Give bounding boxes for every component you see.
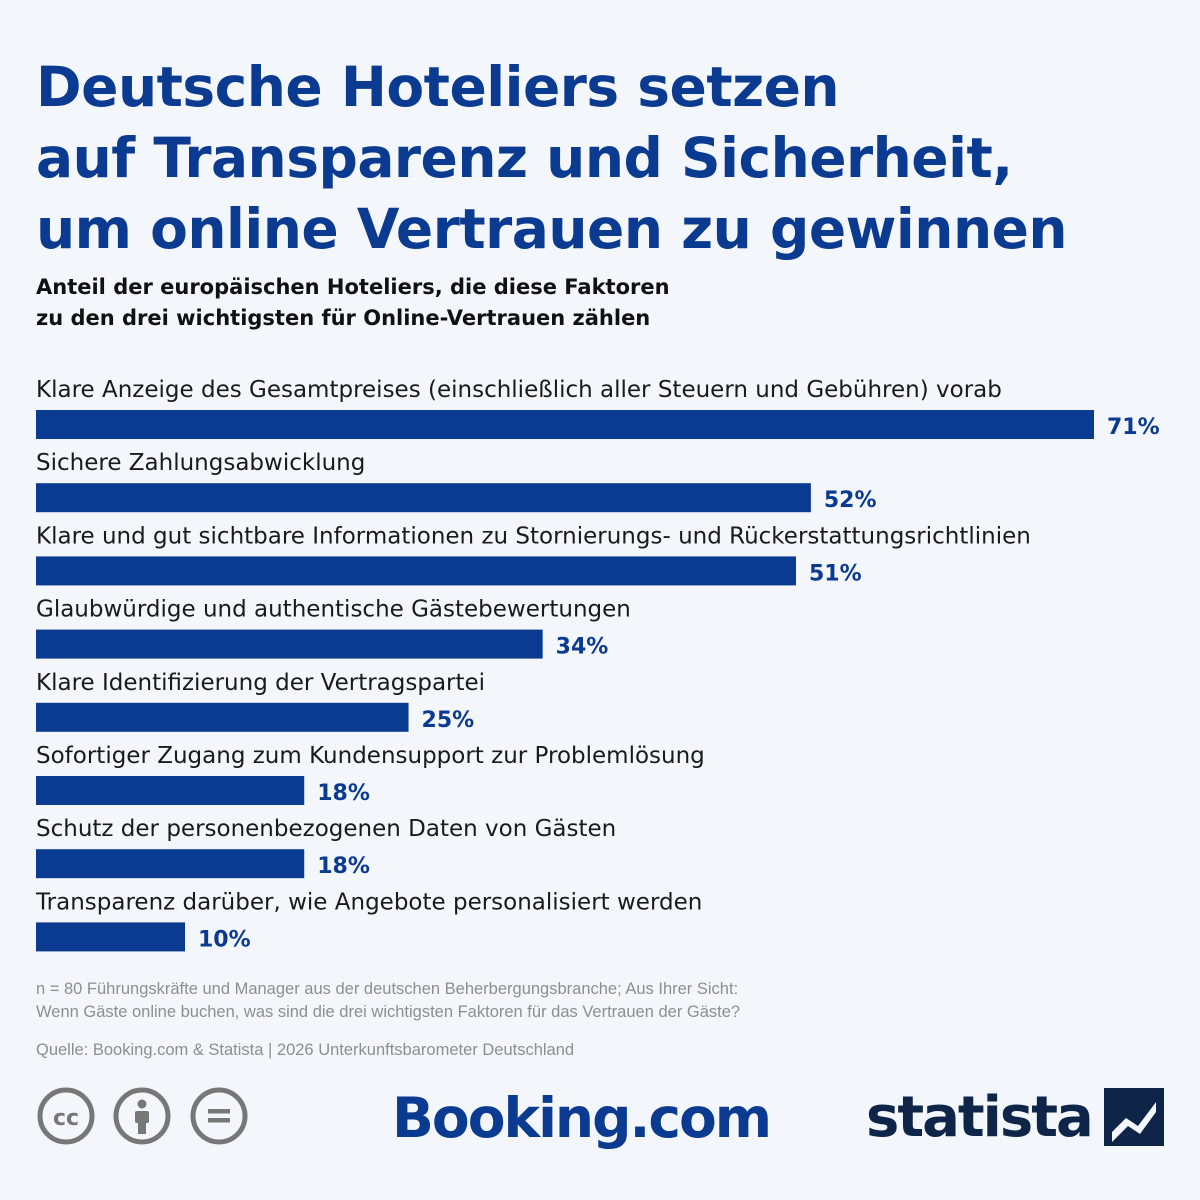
title-line: um online Vertrauen zu gewinnen <box>36 197 1068 261</box>
value-label: 51% <box>809 561 862 586</box>
title-line: Deutsche Hoteliers setzen <box>36 55 840 119</box>
bar <box>36 629 543 659</box>
value-label: 34% <box>556 635 609 660</box>
title-line: auf Transparenz und Sicherheit, <box>36 126 1013 190</box>
svg-text:cc: cc <box>53 1106 79 1131</box>
category-label: Transparenz darüber, wie Angebote person… <box>35 889 702 915</box>
source-text: Quelle: Booking.com & Statista | 2026 Un… <box>36 1041 575 1059</box>
chart-subtitle: Anteil der europäischen Hoteliers, die d… <box>36 272 936 334</box>
value-label: 52% <box>824 488 877 513</box>
no-derivatives-icon[interactable] <box>189 1086 249 1146</box>
category-label: Schutz der personenbezogenen Daten von G… <box>36 816 616 842</box>
bar <box>36 849 305 879</box>
category-label: Sichere Zahlungsabwicklung <box>36 450 365 476</box>
bar <box>36 556 796 586</box>
bar <box>36 776 305 805</box>
value-label: 18% <box>317 854 370 879</box>
category-label: Klare und gut sichtbare Informationen zu… <box>36 523 1031 549</box>
value-label: 25% <box>422 708 475 733</box>
category-label: Sofortiger Zugang zum Kundensupport zur … <box>36 743 705 769</box>
value-label: 18% <box>317 781 370 806</box>
survey-note: n = 80 Führungskräfte und Manager aus de… <box>36 978 936 1024</box>
category-label: Klare Identifizierung der Vertragspartei <box>36 670 485 696</box>
bar-chart: Klare Anzeige des Gesamtpreises (einschl… <box>35 377 1160 952</box>
note-line: n = 80 Führungskräfte und Manager aus de… <box>36 980 739 998</box>
booking-logo[interactable]: Booking.com <box>392 1086 772 1150</box>
creative-commons-icon[interactable]: cc <box>36 1086 96 1146</box>
bar <box>36 483 811 513</box>
subtitle-line: zu den drei wichtigsten für Online-Vertr… <box>36 306 651 330</box>
category-label: Glaubwürdige und authentische Gästebewer… <box>36 597 631 623</box>
value-label: 10% <box>198 927 251 952</box>
value-label: 71% <box>1107 415 1160 440</box>
statista-logo[interactable]: statista <box>866 1085 1094 1150</box>
chart-title: Deutsche Hoteliers setzen auf Transparen… <box>36 52 1156 265</box>
statista-logo-icon <box>1104 1088 1164 1146</box>
note-line: Wenn Gäste online buchen, was sind die d… <box>36 1003 741 1021</box>
subtitle-line: Anteil der europäischen Hoteliers, die d… <box>36 275 670 299</box>
bar <box>36 922 186 952</box>
attribution-icon[interactable] <box>112 1086 172 1146</box>
bar <box>36 410 1094 439</box>
category-label: Klare Anzeige des Gesamtpreises (einschl… <box>36 377 1002 403</box>
license-icons: cc <box>36 1086 261 1146</box>
bar <box>36 702 409 732</box>
